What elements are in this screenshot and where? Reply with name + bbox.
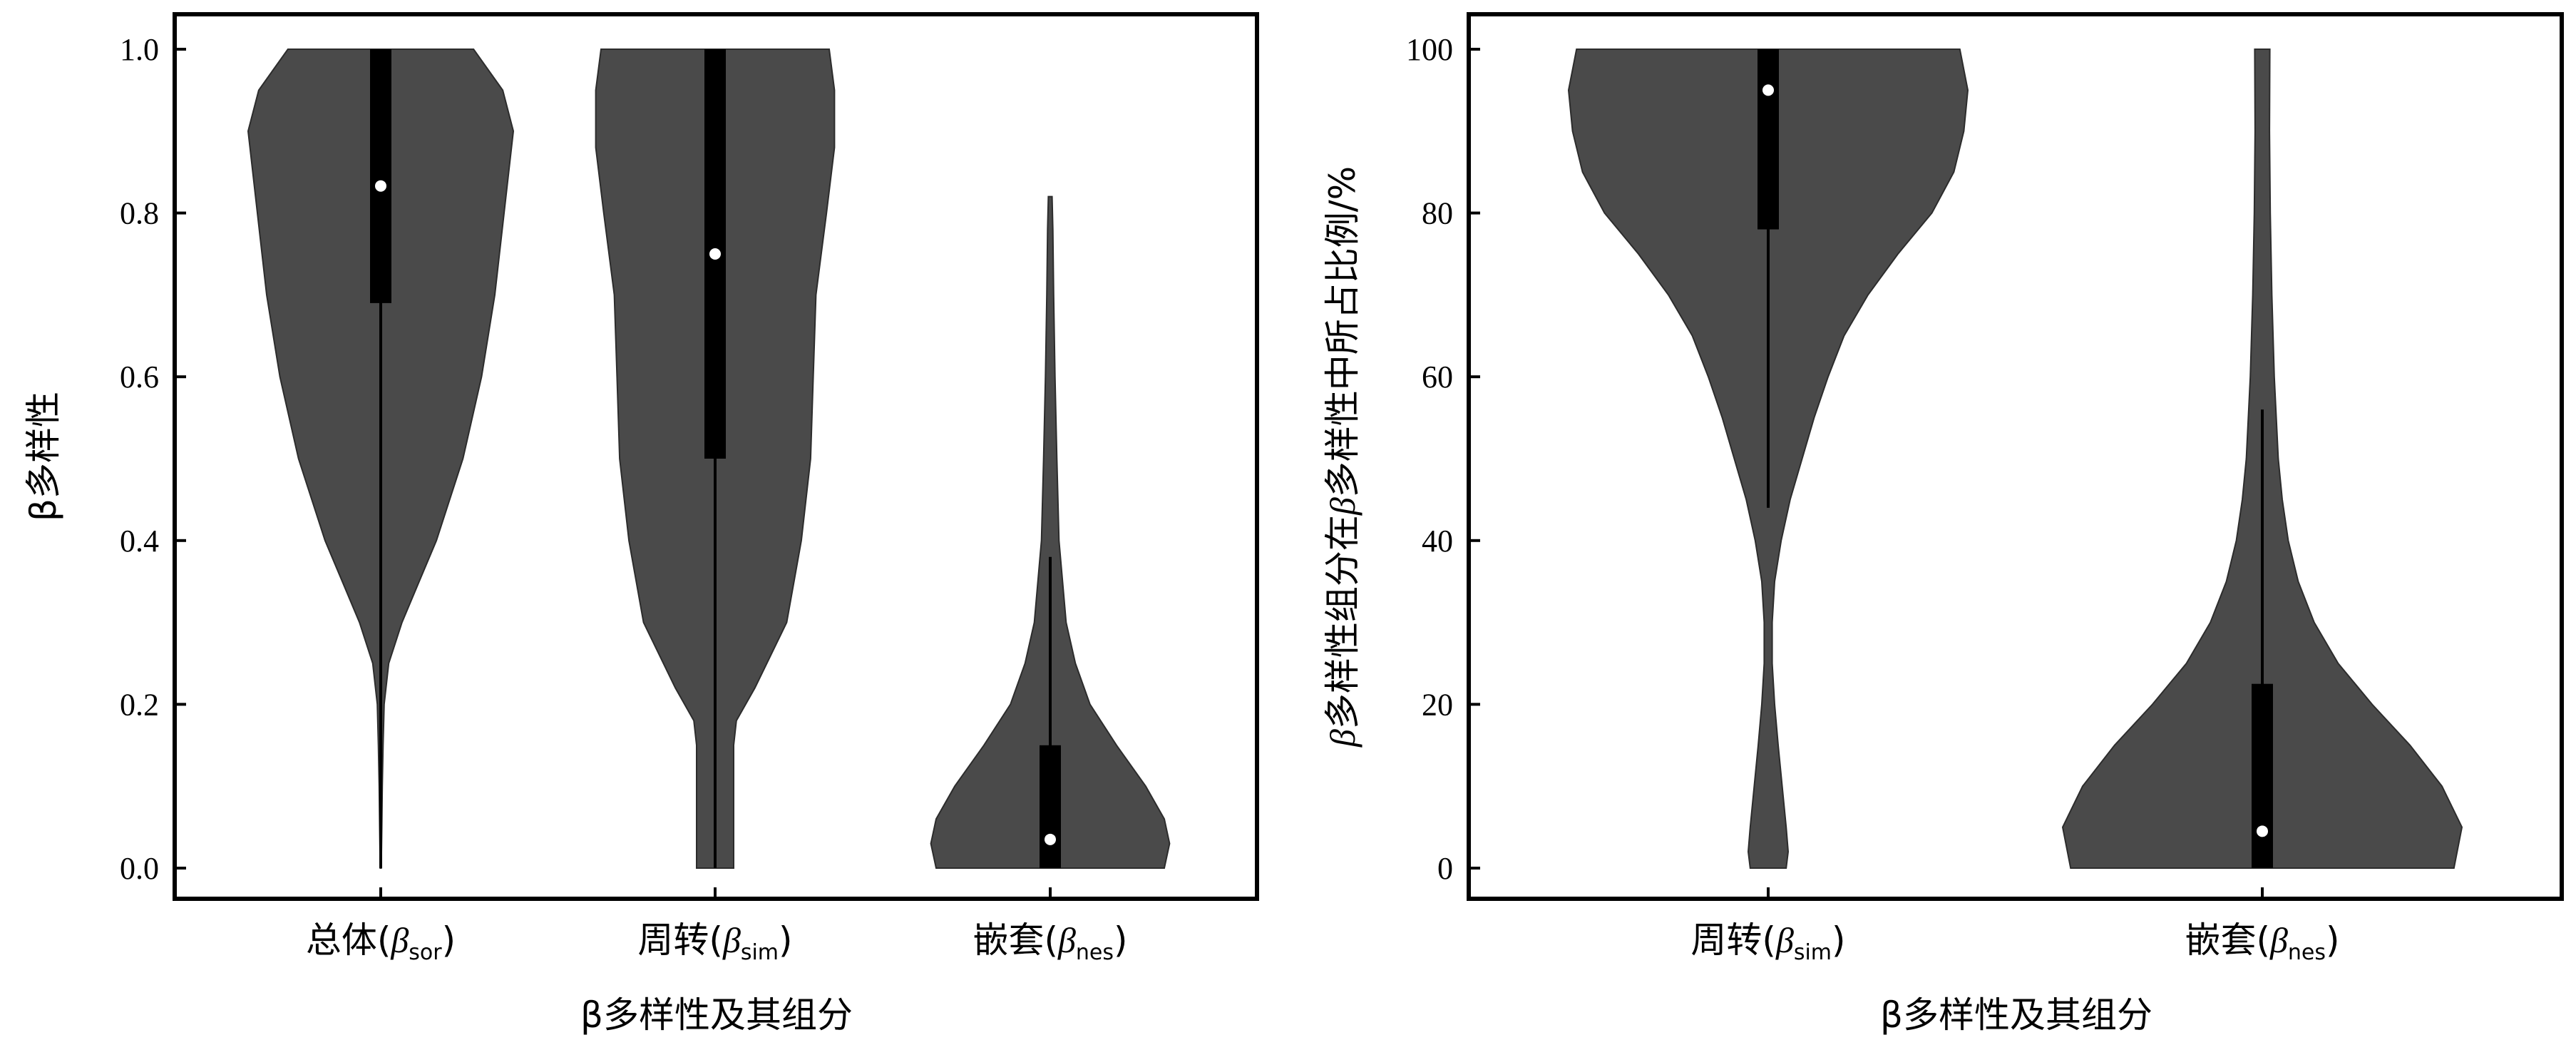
x-tick-label-subscript: sim — [1794, 940, 1832, 965]
violin-median-dot — [2257, 825, 2268, 837]
right-y-axis-title-beta2: β — [1323, 497, 1363, 516]
violin-median-dot — [1045, 833, 1056, 845]
violin-iqr-box — [370, 49, 391, 303]
left-y-axis-ticks: 0.0 0.2 0.4 0.6 0.8 1.0 — [120, 32, 186, 886]
y-tick-label: 0 — [1437, 851, 1453, 886]
y-tick-label: 40 — [1422, 524, 1453, 559]
x-tick-label-prefix: 周转( — [1690, 919, 1776, 961]
y-tick-label: 0.4 — [120, 524, 159, 559]
x-tick-label-subscript: nes — [1076, 940, 1114, 965]
x-tick-label-prefix: 总体( — [306, 919, 391, 961]
y-tick-label: 1.0 — [120, 32, 159, 67]
x-tick-label-beta: β — [1775, 920, 1794, 960]
x-tick-label-prefix: 嵌套( — [2185, 919, 2270, 961]
x-tick-label-suffix: ) — [1832, 919, 1846, 961]
x-tick-label-beta: β — [390, 920, 409, 960]
left-x-axis-ticks: 总体(βsor) 周转(βsim) 嵌套(βnes) — [306, 887, 1128, 965]
right-plot-frame — [1467, 12, 2564, 901]
x-tick-label: 嵌套(βnes) — [973, 919, 1127, 965]
x-tick-label-suffix: ) — [442, 919, 456, 961]
x-tick-label-subscript: sim — [741, 940, 779, 965]
right-x-axis-ticks: 周转(βsim) 嵌套(βnes) — [1690, 887, 2340, 965]
y-tick-label: 0.8 — [120, 196, 159, 231]
right-y-axis-title-part1: 多样性组分在 — [1322, 515, 1363, 729]
x-tick-label-suffix: ) — [2326, 919, 2340, 961]
x-tick-label-beta: β — [1057, 920, 1076, 960]
violin-iqr-box — [1040, 745, 1061, 868]
left-y-axis-title: β多样性 — [23, 392, 64, 521]
right-y-axis-ticks: 0 20 40 60 80 100 — [1406, 32, 1480, 886]
violin-median-dot — [1762, 84, 1774, 96]
left-violins — [247, 49, 1171, 869]
y-tick-label: 100 — [1406, 32, 1453, 67]
x-tick-label-suffix: ) — [1114, 919, 1128, 961]
x-tick-label: 周转(βsim) — [1690, 919, 1845, 965]
right-y-axis-title: β多样性组分在β多样性中所占比例/% — [1322, 166, 1363, 748]
y-tick-label: 60 — [1422, 360, 1453, 394]
right-x-axis-title: β多样性及其组分 — [1880, 994, 2152, 1036]
violin-median-dot — [709, 248, 721, 260]
x-tick-label: 嵌套(βnes) — [2185, 919, 2339, 965]
left-violin-panel: 0.00.20.40.60.81.0 总体(βsor) 周转(βsim) 嵌套(βn… — [23, 12, 1259, 1036]
y-tick-label: 20 — [1422, 687, 1453, 722]
x-tick-label-beta: β — [2269, 920, 2288, 960]
x-tick-label-prefix: 周转( — [637, 919, 723, 961]
violin-median-dot — [375, 180, 386, 192]
y-tick-label: 0.6 — [120, 360, 159, 394]
violin-iqr-box — [1757, 49, 1779, 230]
x-tick-label: 周转(βsim) — [637, 919, 792, 965]
right-y-axis-title-part2: 多样性中所占比例/% — [1322, 166, 1363, 497]
x-tick-label-subscript: nes — [2288, 940, 2326, 965]
x-tick-label-subscript: sor — [409, 940, 442, 965]
right-violins — [1567, 49, 2463, 869]
x-tick-label-beta: β — [722, 920, 741, 960]
violin-body — [930, 195, 1171, 869]
x-tick-label-suffix: ) — [779, 919, 793, 961]
y-tick-label: 80 — [1422, 196, 1453, 231]
left-x-axis-title: β多样性及其组分 — [580, 994, 853, 1036]
right-y-axis-title-beta: β — [1323, 729, 1363, 748]
x-tick-label: 总体(βsor) — [306, 919, 456, 965]
y-tick-label: 0.2 — [120, 687, 159, 722]
x-tick-label-prefix: 嵌套( — [973, 919, 1058, 961]
y-tick-label: 0.0 — [120, 851, 159, 886]
violin-iqr-box — [2252, 683, 2273, 868]
